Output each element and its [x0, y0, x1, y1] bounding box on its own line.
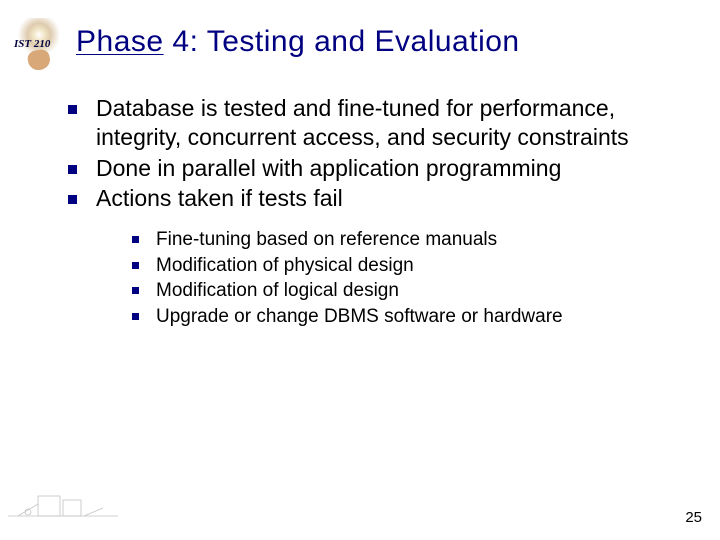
list-item: Database is tested and fine-tuned for pe… [60, 94, 700, 152]
course-logo: IST 210 [10, 18, 68, 66]
header: IST 210 Phase 4: Testing and Evaluation [0, 0, 720, 66]
title-prefix: Phase [76, 25, 164, 58]
footer-sketch-icon [8, 486, 118, 524]
logo-label: IST 210 [14, 38, 50, 50]
list-item: Modification of logical design [126, 278, 700, 304]
title-rest: 4: Testing and Evaluation [164, 25, 520, 58]
list-item: Modification of physical design [126, 253, 700, 279]
list-item: Actions taken if tests fail Fine-tuning … [60, 184, 700, 329]
slide-body: Database is tested and fine-tuned for pe… [0, 66, 720, 330]
list-item: Fine-tuning based on reference manuals [126, 227, 700, 253]
bullet-list: Database is tested and fine-tuned for pe… [60, 94, 700, 330]
list-item-text: Actions taken if tests fail [96, 185, 343, 211]
page-number: 25 [685, 509, 702, 526]
list-item: Done in parallel with application progra… [60, 154, 700, 183]
sub-bullet-list: Fine-tuning based on reference manuals M… [126, 227, 700, 330]
list-item: Upgrade or change DBMS software or hardw… [126, 304, 700, 330]
slide-title: Phase 4: Testing and Evaluation [76, 25, 520, 59]
